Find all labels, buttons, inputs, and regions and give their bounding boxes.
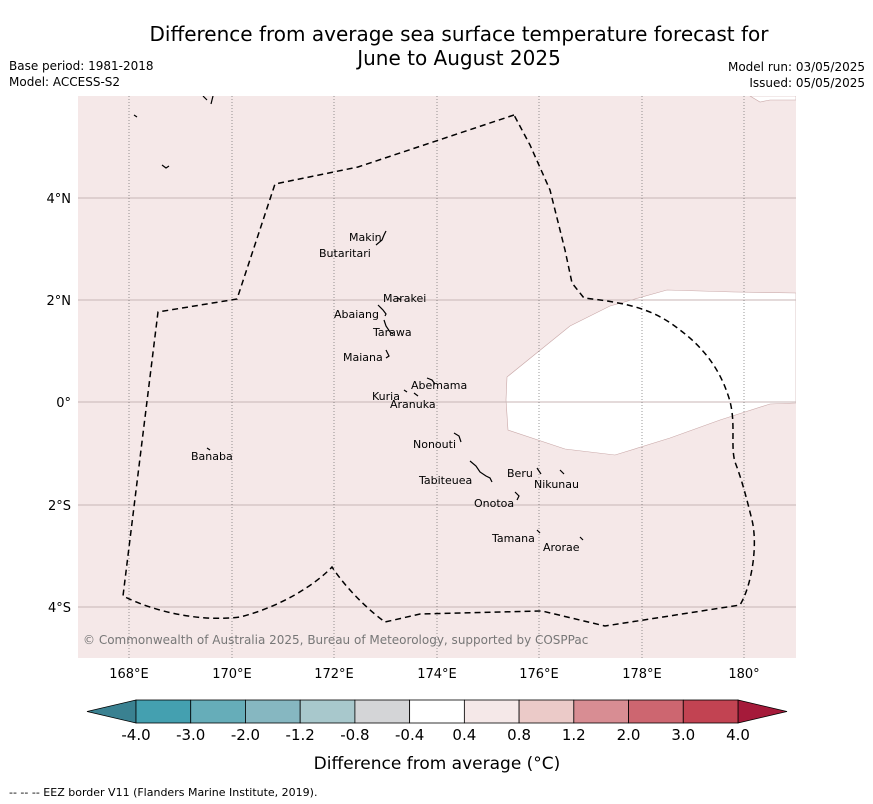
- island-label-tarawa: Tarawa: [372, 326, 412, 339]
- colorbar-under-arrow: [86, 699, 137, 724]
- island-label-onotoa: Onotoa: [474, 497, 514, 510]
- island-label-arorae: Arorae: [543, 541, 580, 554]
- neutral-anomaly-patch: [749, 96, 796, 103]
- eez-footnote: -- -- -- EEZ border V11 (Flanders Marine…: [9, 786, 318, 799]
- lon-gridlines: [128, 96, 745, 658]
- title-line-1: Difference from average sea surface temp…: [149, 22, 769, 46]
- colorbar-segment: [409, 699, 465, 724]
- island-label-beru: Beru: [507, 467, 533, 480]
- colorbar-tick-label: -4.0: [121, 726, 150, 744]
- island-label-abemama: Abemama: [411, 379, 467, 392]
- colorbar-tick-label: 2.0: [617, 726, 641, 744]
- colorbar-segment: [573, 699, 629, 724]
- colorbar-segment: [682, 699, 739, 724]
- lon-label-168e: 168°E: [109, 667, 149, 682]
- title-line-2: June to August 2025: [357, 46, 561, 70]
- colorbar-tick-label: 3.0: [671, 726, 695, 744]
- colorbar: -4.0 -3.0 -2.0 -1.2 -0.8 -0.4 0.4 0.8 1.2 2.0 3.0 4…: [86, 699, 788, 744]
- colorbar-tick-label: 4.0: [726, 726, 750, 744]
- model-run: Model run: 03/05/2025: [727, 60, 865, 74]
- colorbar-segment: [628, 699, 684, 724]
- island-shapes: [133, 96, 584, 541]
- colorbar-segment: [518, 699, 575, 724]
- lon-label-180: 180°: [728, 667, 759, 682]
- lon-label-170e: 170°E: [212, 667, 252, 682]
- meta-left: Base period: 1981-2018 Model: ACCESS-S2: [9, 58, 154, 90]
- island-label-aranuka: Aranuka: [390, 398, 436, 411]
- lat-label-2s: 2°S: [48, 499, 71, 514]
- island-label-tamana: Tamana: [491, 532, 535, 545]
- lon-label-176e: 176°E: [519, 667, 559, 682]
- model-name: Model: ACCESS-S2: [9, 75, 121, 89]
- copyright-text: © Commonwealth of Australia 2025, Bureau…: [83, 633, 588, 647]
- issued-date: Issued: 05/05/2025: [749, 76, 865, 90]
- lat-label-2n: 2°N: [47, 294, 72, 309]
- eez-border: [122, 114, 756, 627]
- colorbar-tick-label: -2.0: [231, 726, 260, 744]
- island-label-makin: Makin: [349, 231, 382, 244]
- island-label-abaiang: Abaiang: [334, 308, 379, 321]
- lon-label-178e: 178°E: [622, 667, 662, 682]
- colorbar-label: Difference from average (°C): [314, 754, 561, 774]
- colorbar-tick-label: 1.2: [562, 726, 586, 744]
- colorbar-tick-label: -1.2: [286, 726, 315, 744]
- lat-label-4s: 4°S: [48, 601, 71, 616]
- lon-label-174e: 174°E: [417, 667, 457, 682]
- island-label-butaritari: Butaritari: [319, 247, 371, 260]
- colorbar-tick-label: -0.4: [395, 726, 424, 744]
- neutral-anomaly-region: [505, 289, 796, 456]
- colorbar-segment: [299, 699, 356, 724]
- island-label-nonouti: Nonouti: [413, 438, 456, 451]
- colorbar-tick-label: 0.4: [452, 726, 476, 744]
- colorbar-segment: [190, 699, 246, 724]
- colorbar-tick-label: -0.8: [340, 726, 369, 744]
- island-label-tabiteuea: Tabiteuea: [418, 474, 472, 487]
- colorbar-tick-label: 0.8: [507, 726, 531, 744]
- island-label-banaba: Banaba: [191, 450, 233, 463]
- colorbar-tick-label: -3.0: [176, 726, 205, 744]
- island-label-kuria: Kuria: [372, 390, 400, 403]
- colorbar-over-arrow: [737, 699, 788, 724]
- meta-right: Model run: 03/05/2025 Issued: 05/05/2025: [728, 59, 865, 91]
- lat-label-0: 0°: [56, 396, 71, 411]
- colorbar-segment: [135, 699, 192, 724]
- lon-label-172e: 172°E: [314, 667, 354, 682]
- base-period: Base period: 1981-2018: [9, 59, 154, 73]
- island-label-maiana: Maiana: [343, 351, 383, 364]
- colorbar-segment: [245, 699, 301, 724]
- chart-title: Difference from average sea surface temp…: [0, 22, 873, 70]
- island-label-marakei: Marakei: [383, 292, 426, 305]
- colorbar-segment: [354, 699, 411, 724]
- lat-label-4n: 4°N: [47, 192, 72, 207]
- island-label-nikunau: Nikunau: [534, 478, 579, 491]
- colorbar-segment: [463, 699, 520, 724]
